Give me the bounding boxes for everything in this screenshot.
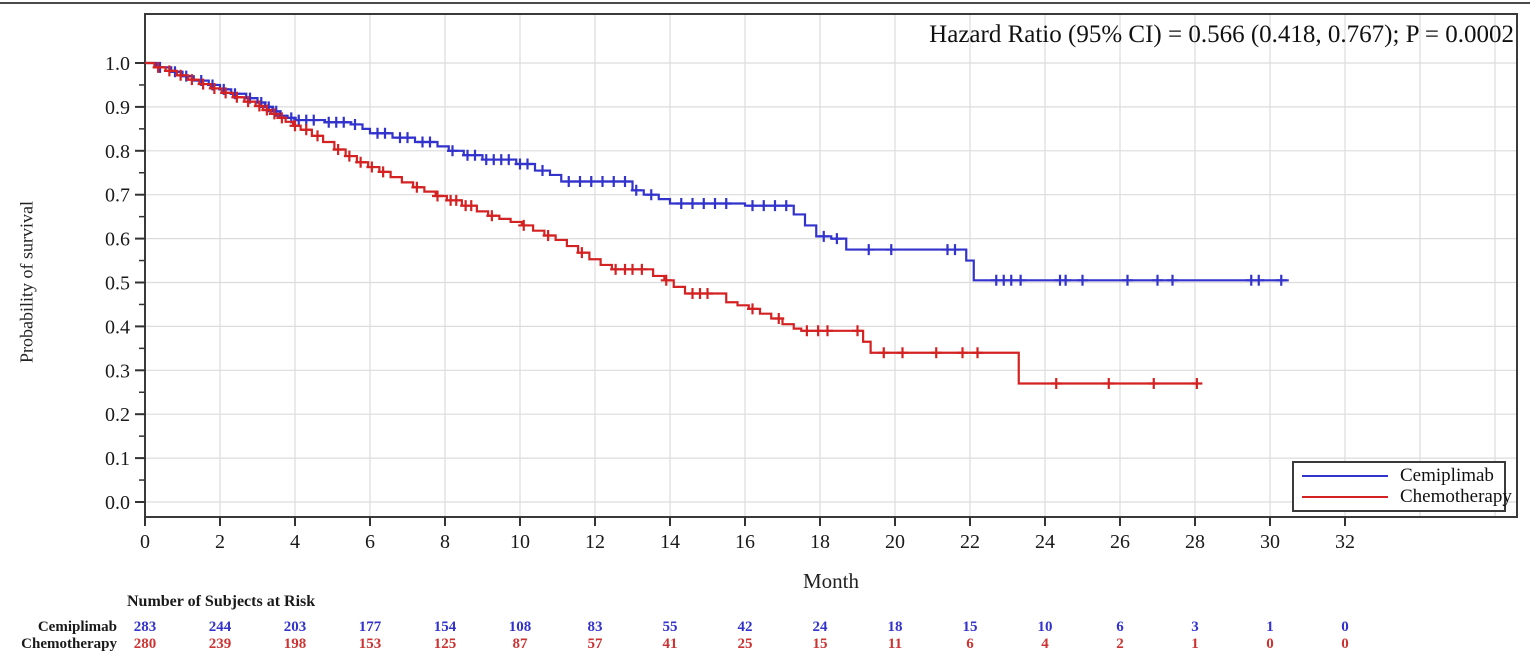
x-tick-label: 6 — [365, 531, 375, 553]
risk-count-chemotherapy-month-30: 0 — [1266, 636, 1274, 652]
risk-count-chemotherapy-month-16: 25 — [737, 636, 753, 652]
y-tick-label: 0.4 — [105, 316, 130, 338]
plot-frame — [144, 13, 1518, 518]
risk-count-chemotherapy-month-2: 239 — [208, 636, 232, 652]
risk-count-cemiplimab-month-18: 24 — [812, 619, 828, 635]
risk-row-label-chemotherapy: Chemotherapy — [21, 636, 117, 652]
y-tick-label: 0.7 — [105, 185, 130, 207]
x-tick-label: 4 — [290, 531, 300, 553]
x-tick-label: 30 — [1260, 531, 1280, 553]
cemiplimab-line-sample — [1302, 474, 1388, 477]
risk-count-chemotherapy-month-6: 153 — [358, 636, 382, 652]
risk-count-chemotherapy-month-22: 6 — [966, 636, 974, 652]
risk-count-cemiplimab-month-4: 203 — [283, 619, 307, 635]
x-tick-label: 20 — [885, 531, 905, 553]
risk-count-cemiplimab-month-8: 154 — [433, 619, 457, 635]
censor-marks-chemotherapy — [152, 61, 1203, 389]
censor-marks-cemiplimab — [154, 61, 1287, 286]
risk-count-chemotherapy-month-28: 1 — [1191, 636, 1199, 652]
legend-entry-chemotherapy: Chemotherapy — [1302, 487, 1512, 507]
x-tick-label: 14 — [660, 531, 680, 553]
y-tick-label: 0.5 — [105, 273, 130, 295]
risk-row-label-cemiplimab: Cemiplimab — [37, 619, 117, 635]
legend-entry-cemiplimab: Cemiplimab — [1302, 464, 1500, 486]
risk-count-chemotherapy-month-10: 87 — [512, 636, 528, 652]
x-tick-label: 2 — [215, 531, 225, 553]
legend-label-chemotherapy: Chemotherapy — [1400, 486, 1512, 508]
risk-count-cemiplimab-month-6: 177 — [358, 619, 382, 635]
risk-table-header: Number of Subjects at Risk — [127, 593, 316, 610]
x-axis-title: Month — [802, 569, 860, 593]
hazard-ratio-annotation: Hazard Ratio (95% CI) = 0.566 (0.418, 0.… — [929, 21, 1514, 48]
y-tick-label: 0.0 — [105, 492, 130, 514]
risk-count-cemiplimab-month-28: 3 — [1191, 619, 1199, 635]
x-tick-label: 0 — [140, 531, 150, 553]
risk-count-cemiplimab-month-30: 1 — [1266, 619, 1274, 635]
risk-count-cemiplimab-month-24: 10 — [1037, 619, 1053, 635]
legend: Cemiplimab Chemotherapy — [1292, 461, 1512, 512]
y-tick-label: 0.8 — [105, 141, 130, 163]
x-tick-label: 12 — [585, 531, 605, 553]
x-tick-label: 16 — [735, 531, 755, 553]
x-tick-label: 10 — [510, 531, 530, 553]
x-tick-label: 22 — [960, 531, 980, 553]
x-tick-label: 18 — [810, 531, 830, 553]
risk-count-chemotherapy-month-14: 41 — [662, 636, 678, 652]
risk-count-cemiplimab-month-2: 244 — [208, 619, 232, 635]
y-tick-label: 0.1 — [105, 448, 130, 470]
survival-curve-cemiplimab — [145, 61, 1289, 282]
chemotherapy-line-sample — [1302, 496, 1388, 499]
risk-count-cemiplimab-month-26: 6 — [1116, 619, 1124, 635]
risk-count-cemiplimab-month-16: 42 — [737, 619, 753, 635]
x-tick-label: 24 — [1035, 531, 1055, 553]
y-tick-label: 0.9 — [105, 97, 130, 119]
risk-count-chemotherapy-month-26: 2 — [1116, 636, 1124, 652]
survival-curve-chemotherapy — [145, 61, 1199, 385]
risk-count-chemotherapy-month-4: 198 — [283, 636, 307, 652]
risk-count-cemiplimab-month-22: 15 — [962, 619, 978, 635]
x-tick-label: 26 — [1110, 531, 1130, 553]
risk-count-chemotherapy-month-24: 4 — [1041, 636, 1049, 652]
risk-count-chemotherapy-month-32: 0 — [1341, 636, 1349, 652]
risk-count-chemotherapy-month-0: 280 — [133, 636, 157, 652]
risk-count-chemotherapy-month-20: 11 — [887, 636, 903, 652]
figure-top-border — [0, 2, 1530, 4]
risk-count-cemiplimab-month-20: 18 — [887, 619, 903, 635]
risk-count-cemiplimab-month-32: 0 — [1341, 619, 1349, 635]
risk-count-cemiplimab-month-14: 55 — [662, 619, 678, 635]
risk-count-cemiplimab-month-10: 108 — [508, 619, 532, 635]
x-tick-label: 32 — [1335, 531, 1355, 553]
risk-count-chemotherapy-month-18: 15 — [812, 636, 828, 652]
y-axis-title: Probability of survival — [16, 201, 37, 363]
y-tick-label: 0.6 — [105, 229, 130, 251]
y-tick-label: 0.2 — [105, 404, 130, 426]
risk-count-chemotherapy-month-12: 57 — [587, 636, 603, 652]
x-tick-label: 8 — [440, 531, 450, 553]
legend-label-cemiplimab: Cemiplimab — [1400, 464, 1494, 486]
risk-count-cemiplimab-month-0: 283 — [133, 619, 157, 635]
risk-count-cemiplimab-month-12: 83 — [587, 619, 603, 635]
y-tick-label: 1.0 — [105, 53, 130, 75]
x-tick-label: 28 — [1185, 531, 1205, 553]
risk-count-chemotherapy-month-8: 125 — [433, 636, 457, 652]
y-tick-label: 0.3 — [105, 360, 130, 382]
